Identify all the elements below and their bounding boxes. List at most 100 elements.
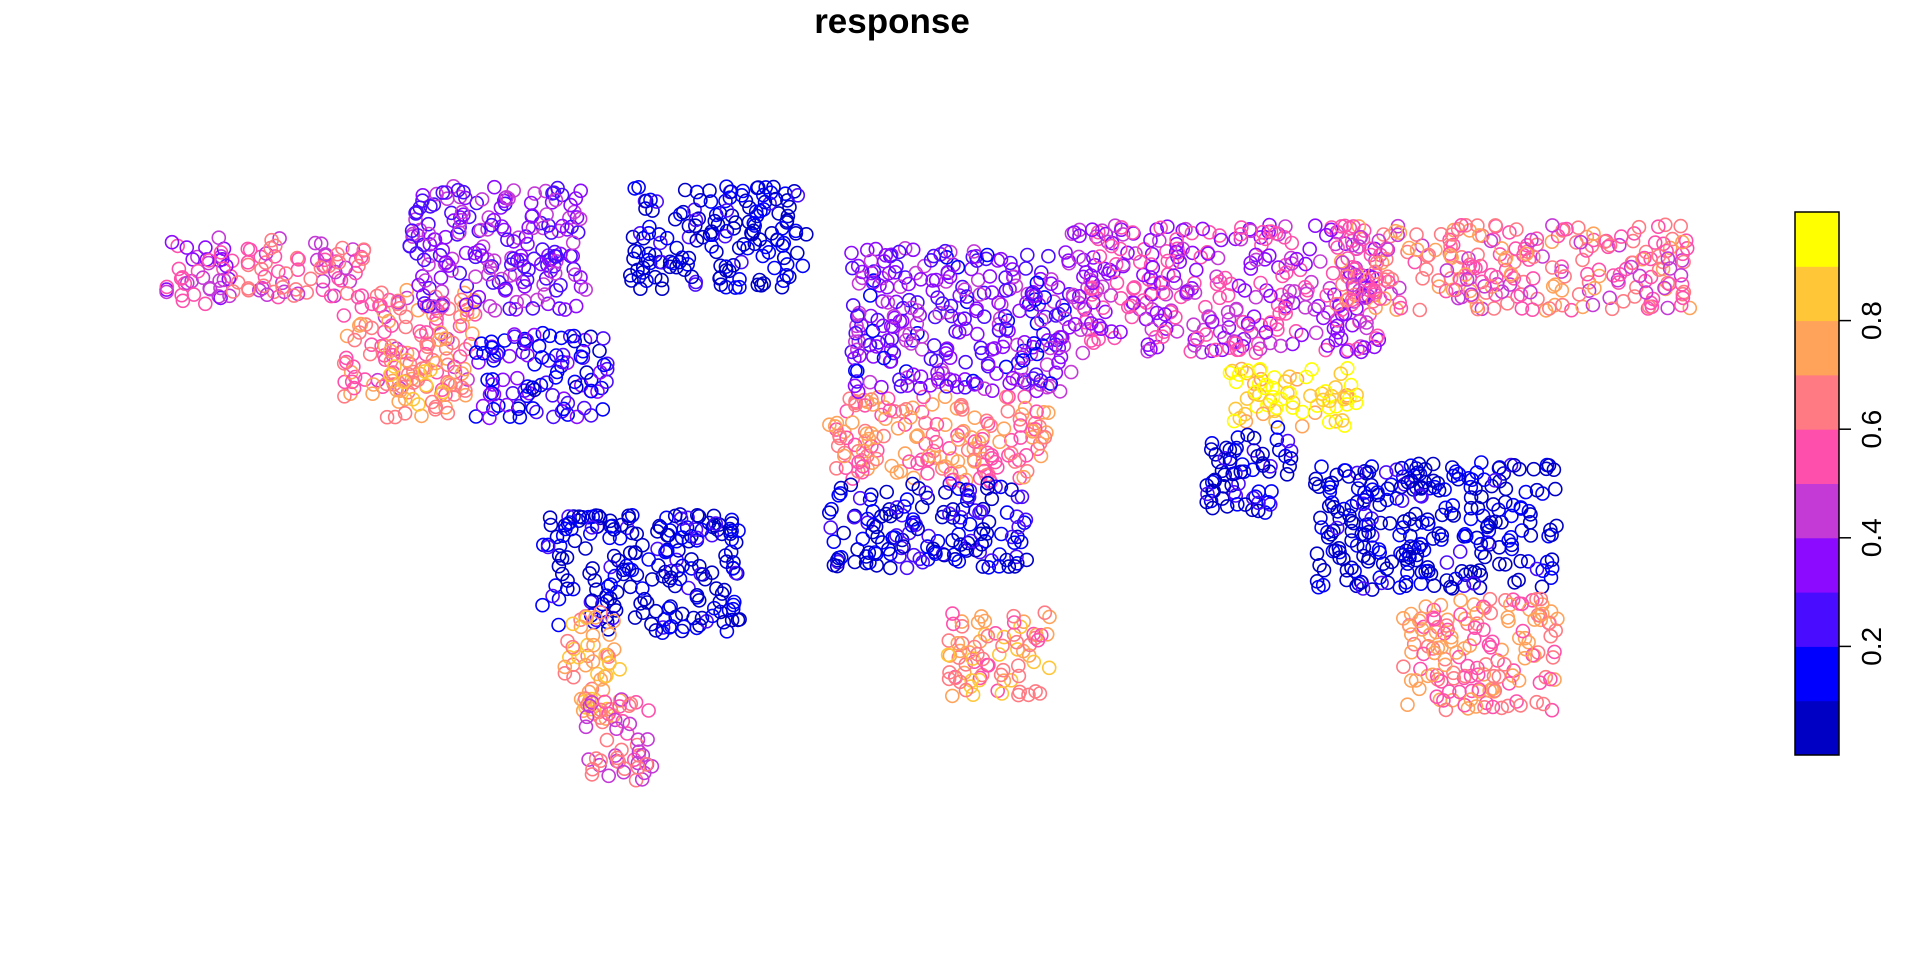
data-point	[1529, 591, 1544, 607]
data-point	[865, 455, 880, 471]
data-point	[1224, 477, 1239, 493]
data-point	[350, 289, 366, 305]
data-point	[845, 260, 860, 276]
data-point	[641, 226, 657, 241]
data-point	[650, 541, 665, 557]
data-point	[847, 334, 863, 350]
data-point	[926, 248, 942, 264]
data-point	[1231, 367, 1247, 382]
data-point	[798, 227, 814, 242]
data-point	[1212, 324, 1228, 340]
data-point	[497, 283, 513, 298]
data-point	[1434, 532, 1449, 547]
data-point	[1255, 446, 1270, 462]
data-point	[1315, 577, 1331, 593]
data-point	[313, 260, 329, 276]
data-point	[573, 183, 589, 199]
data-point	[999, 505, 1015, 520]
data-point	[1199, 494, 1214, 510]
data-point	[1507, 575, 1522, 590]
legend-tick-label: 0.8	[1856, 301, 1887, 340]
data-point	[428, 399, 444, 415]
data-point	[748, 204, 764, 219]
data-point	[576, 400, 592, 416]
data-point	[989, 366, 1004, 381]
data-point	[928, 434, 944, 450]
data-point	[1393, 479, 1409, 495]
data-point	[993, 251, 1009, 267]
data-point	[924, 397, 940, 412]
data-point	[541, 218, 556, 233]
data-point	[627, 545, 643, 560]
data-point	[899, 560, 915, 576]
data-point	[1478, 657, 1494, 672]
data-point	[435, 185, 451, 200]
data-point	[930, 371, 946, 387]
data-point	[1586, 226, 1601, 241]
data-point	[1039, 357, 1055, 373]
data-point	[1657, 280, 1672, 296]
data-point	[1222, 451, 1238, 467]
data-point	[934, 461, 950, 476]
data-point	[1357, 527, 1373, 543]
data-point	[1257, 251, 1273, 267]
data-point	[984, 285, 1000, 300]
data-point	[1143, 341, 1158, 357]
data-point	[1392, 295, 1407, 310]
data-point	[1513, 553, 1528, 569]
data-point	[1526, 249, 1541, 265]
data-point	[910, 521, 925, 537]
data-point	[649, 194, 665, 209]
data-point	[1545, 260, 1560, 275]
data-point	[1517, 650, 1533, 666]
data-point	[1125, 225, 1140, 240]
data-point	[316, 258, 331, 274]
data-point	[1403, 673, 1419, 688]
data-point	[942, 372, 958, 387]
data-point	[1602, 290, 1617, 306]
data-point	[735, 183, 751, 199]
data-point	[1228, 302, 1244, 318]
data-point	[336, 356, 352, 371]
data-point	[1443, 248, 1458, 263]
data-point	[726, 597, 741, 613]
data-point	[578, 282, 594, 297]
data-point	[1298, 256, 1313, 272]
data-point	[950, 454, 966, 469]
data-point	[836, 448, 852, 464]
data-point	[634, 581, 650, 596]
data-point	[897, 446, 913, 461]
data-point	[934, 509, 950, 525]
data-point	[1107, 218, 1123, 233]
data-point	[427, 232, 442, 247]
data-point	[633, 596, 648, 611]
data-point	[958, 354, 973, 370]
data-point	[543, 225, 559, 240]
data-point	[624, 273, 639, 288]
data-point	[1425, 667, 1440, 683]
data-point	[303, 271, 319, 287]
data-point	[529, 404, 544, 420]
data-point	[560, 395, 576, 411]
data-point	[1030, 632, 1046, 648]
data-point	[640, 252, 656, 268]
data-point	[974, 536, 990, 552]
data-point	[960, 535, 976, 551]
data-point	[602, 530, 617, 546]
data-point	[1085, 275, 1100, 291]
data-point	[398, 309, 414, 325]
data-point	[937, 389, 953, 405]
data-point	[1359, 315, 1374, 330]
data-point	[1155, 329, 1170, 345]
data-point	[1458, 218, 1474, 233]
data-point	[364, 320, 380, 336]
data-point	[1012, 303, 1027, 319]
data-point	[942, 665, 957, 680]
data-point	[540, 539, 556, 555]
data-point	[1554, 259, 1569, 275]
data-point	[789, 245, 805, 261]
data-point	[912, 307, 928, 323]
data-point	[164, 234, 180, 250]
data-point	[1406, 636, 1422, 652]
data-point	[630, 732, 646, 748]
